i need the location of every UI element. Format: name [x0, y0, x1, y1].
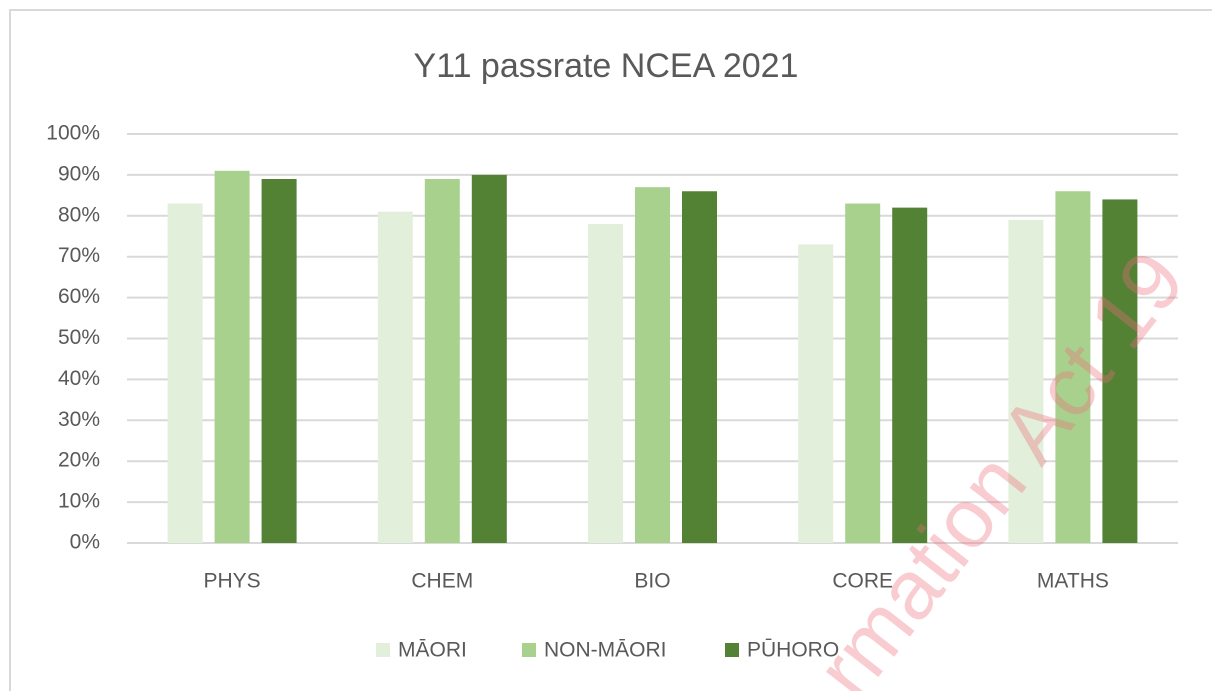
legend-swatch: [725, 643, 739, 657]
y-tick-label: 0%: [70, 531, 100, 554]
legend-label: NON-MĀORI: [544, 639, 667, 662]
y-tick-label: 30%: [58, 408, 100, 431]
legend-swatch: [522, 643, 536, 657]
y-tick-label: 10%: [58, 490, 100, 513]
y-tick-label: 20%: [58, 449, 100, 472]
y-tick-label: 40%: [58, 367, 100, 390]
legend-swatch: [376, 643, 390, 657]
bar: [798, 244, 834, 543]
bar: [892, 207, 928, 543]
bar: [845, 203, 881, 543]
bar: [682, 191, 717, 543]
bar: [424, 178, 460, 544]
bar: [588, 223, 623, 544]
legend-label: MĀORI: [398, 639, 467, 662]
bar: [214, 170, 250, 543]
bar: [1102, 199, 1138, 543]
bar: [1055, 191, 1091, 543]
y-tick-label: 60%: [58, 285, 100, 308]
x-tick-label: BIO: [634, 570, 670, 593]
y-tick-label: 80%: [58, 203, 100, 226]
chart-title: Y11 passrate NCEA 2021: [414, 47, 799, 85]
bar: [471, 174, 507, 543]
bar: [635, 187, 670, 544]
bar: [1008, 219, 1044, 543]
legend-label: PŪHORO: [747, 639, 839, 662]
x-tick-label: PHYS: [204, 570, 261, 593]
y-tick-label: 100%: [46, 122, 100, 145]
bar: [261, 178, 297, 544]
x-tick-label: CORE: [832, 570, 893, 593]
y-tick-label: 90%: [58, 162, 100, 185]
x-tick-label: CHEM: [411, 570, 473, 593]
y-tick-label: 70%: [58, 244, 100, 267]
bar: [167, 203, 203, 543]
x-tick-label: MATHS: [1037, 570, 1109, 593]
bar: [377, 211, 413, 543]
y-tick-label: 50%: [58, 326, 100, 349]
